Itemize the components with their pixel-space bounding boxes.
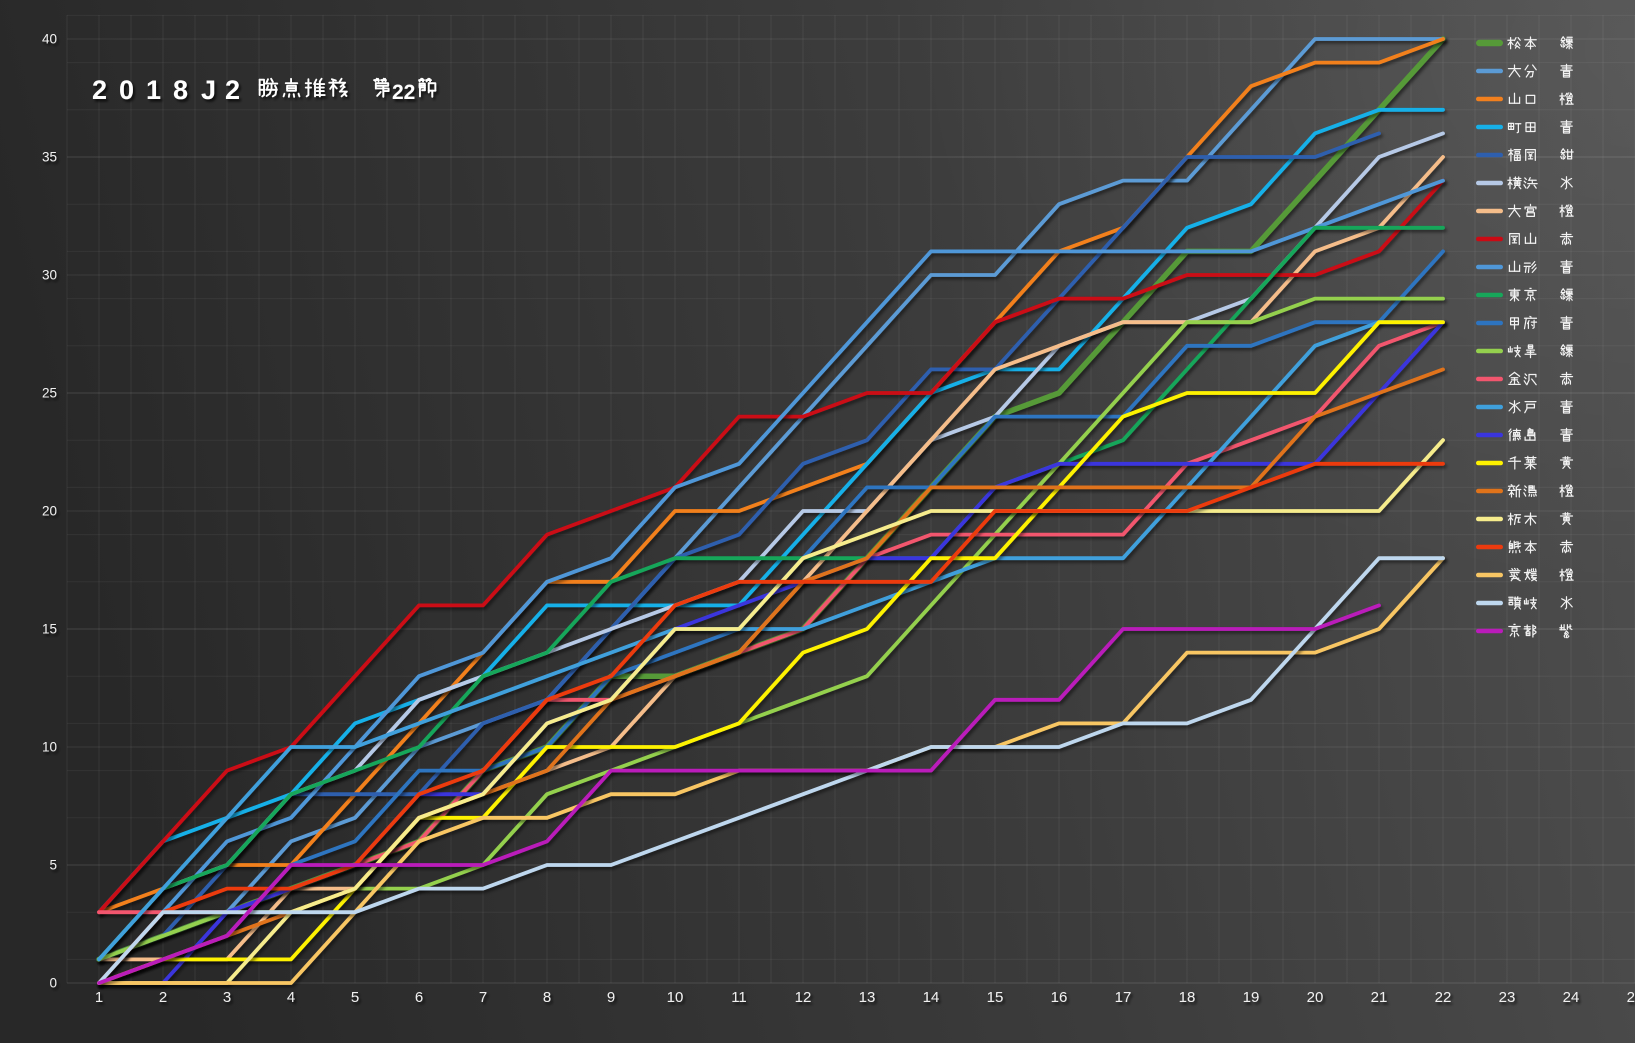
svg-text:40: 40 — [42, 32, 57, 47]
svg-text:19: 19 — [1243, 989, 1260, 1006]
svg-text:10: 10 — [42, 740, 57, 755]
svg-text:16: 16 — [1051, 989, 1068, 1006]
svg-text:7: 7 — [479, 989, 487, 1006]
svg-text:20: 20 — [42, 504, 57, 519]
svg-text:30: 30 — [42, 268, 57, 283]
svg-text:22: 22 — [1435, 989, 1452, 1006]
svg-text:10: 10 — [667, 989, 684, 1006]
svg-text:22: 22 — [392, 81, 415, 104]
svg-text:24: 24 — [1563, 989, 1580, 1006]
svg-text:3: 3 — [223, 989, 231, 1006]
svg-text:35: 35 — [42, 150, 57, 165]
svg-text:15: 15 — [987, 989, 1004, 1006]
svg-text:6: 6 — [415, 989, 423, 1006]
svg-text:17: 17 — [1115, 989, 1132, 1006]
svg-text:11: 11 — [731, 989, 747, 1006]
svg-text:8: 8 — [543, 989, 551, 1006]
svg-text:23: 23 — [1499, 989, 1516, 1006]
svg-text:25: 25 — [42, 386, 57, 401]
svg-text:2: 2 — [159, 989, 167, 1006]
svg-text:21: 21 — [1371, 989, 1388, 1006]
svg-text:4: 4 — [287, 989, 295, 1006]
svg-text:20: 20 — [1307, 989, 1324, 1006]
svg-text:14: 14 — [923, 989, 940, 1006]
svg-text:12: 12 — [795, 989, 812, 1006]
svg-text:25: 25 — [1627, 989, 1635, 1006]
svg-text:15: 15 — [42, 622, 57, 637]
svg-text:0: 0 — [49, 976, 57, 991]
svg-text:1: 1 — [95, 989, 103, 1006]
svg-text:9: 9 — [607, 989, 615, 1006]
svg-text:18: 18 — [1179, 989, 1196, 1006]
svg-text:J2: J2 — [201, 75, 249, 105]
svg-text:5: 5 — [351, 989, 359, 1006]
svg-text:13: 13 — [859, 989, 876, 1006]
svg-text:2018: 2018 — [92, 75, 200, 105]
svg-text:5: 5 — [49, 858, 57, 873]
